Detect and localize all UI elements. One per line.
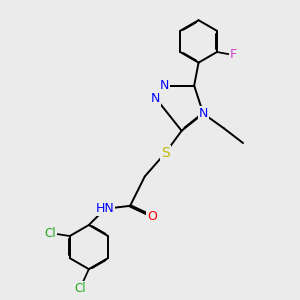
- Text: N: N: [160, 79, 169, 92]
- Text: O: O: [147, 210, 157, 223]
- Text: Cl: Cl: [74, 282, 86, 295]
- Text: Cl: Cl: [45, 226, 56, 240]
- Text: HN: HN: [96, 202, 114, 215]
- Text: N: N: [151, 92, 160, 105]
- Text: F: F: [230, 49, 237, 62]
- Text: N: N: [199, 107, 208, 120]
- Text: S: S: [161, 146, 170, 160]
